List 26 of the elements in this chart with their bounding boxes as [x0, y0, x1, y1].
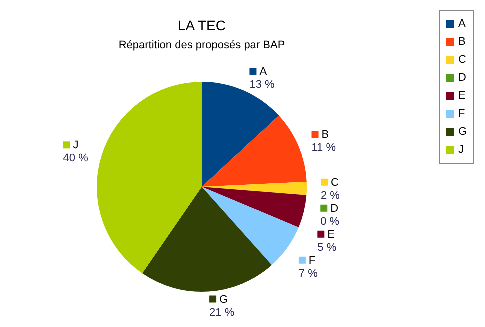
category-label: D	[458, 72, 466, 84]
data-label: 7 %	[298, 268, 318, 280]
legend-label: C	[330, 176, 339, 189]
data-label: 2 %	[320, 190, 340, 202]
data-label: 5 %	[318, 242, 337, 254]
category-label: F	[458, 108, 466, 120]
legend-label: D	[330, 202, 339, 215]
legend-label: B	[322, 129, 330, 142]
legend-label: G	[220, 294, 228, 306]
legend-label: A	[260, 66, 268, 78]
legend-label: J	[73, 140, 79, 152]
category-label: J	[458, 144, 464, 156]
data-label: 40 %	[63, 152, 89, 165]
category-label: G	[458, 126, 467, 138]
text: 0 %	[320, 216, 340, 228]
category-label: B	[458, 36, 466, 48]
data-label: 11 %	[312, 142, 336, 154]
legend-label: F	[308, 254, 316, 267]
legend-label: E	[328, 228, 335, 241]
category-label: E	[458, 90, 466, 102]
chart-title: LA TEC	[178, 17, 226, 34]
chart-subtitle: Répartition des proposés par BAP	[118, 39, 286, 52]
data-label: 21 %	[210, 306, 235, 319]
data-label: 13 %	[250, 79, 275, 92]
category-label: C	[458, 54, 466, 66]
category-label: A	[458, 18, 466, 30]
